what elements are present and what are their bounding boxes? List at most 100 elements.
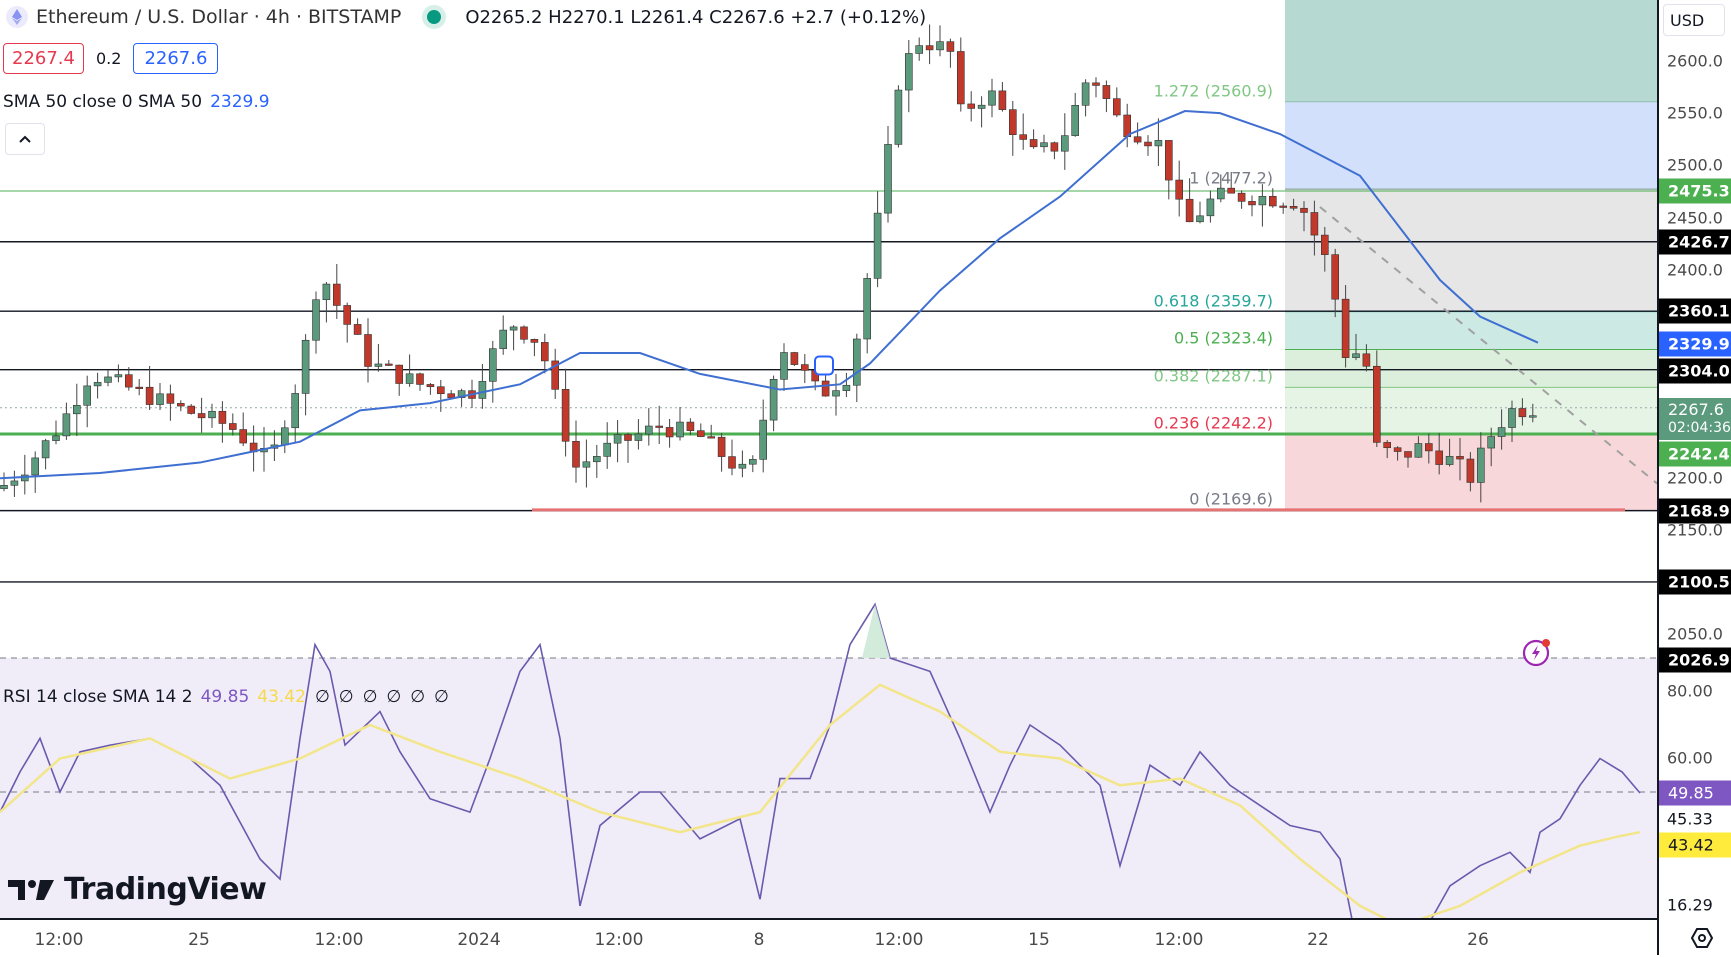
candle[interactable] xyxy=(332,283,341,306)
candle[interactable] xyxy=(842,384,851,391)
price-chart-canvas[interactable] xyxy=(0,0,1657,918)
candle[interactable] xyxy=(686,421,695,431)
candle[interactable] xyxy=(1414,443,1423,458)
candle[interactable] xyxy=(1404,451,1412,458)
candle[interactable] xyxy=(1435,450,1443,465)
candle[interactable] xyxy=(1289,206,1298,209)
candle[interactable] xyxy=(1529,415,1537,418)
candle[interactable] xyxy=(1165,140,1173,181)
sma-indicator-legend[interactable]: SMA 50 close 0 SMA 50 2329.9 xyxy=(3,92,270,112)
candle[interactable] xyxy=(561,389,570,442)
candle[interactable] xyxy=(1071,105,1079,136)
candle[interactable] xyxy=(1456,456,1464,460)
candle[interactable] xyxy=(301,339,310,394)
candle[interactable] xyxy=(145,386,154,405)
candle[interactable] xyxy=(1196,215,1204,223)
candle[interactable] xyxy=(229,423,237,430)
candle[interactable] xyxy=(832,390,840,397)
candle[interactable] xyxy=(717,436,726,457)
candle[interactable] xyxy=(1258,195,1267,206)
candle[interactable] xyxy=(478,381,487,399)
candle[interactable] xyxy=(10,480,19,486)
candle[interactable] xyxy=(707,436,716,439)
candle[interactable] xyxy=(1331,254,1339,300)
candle[interactable] xyxy=(291,393,300,429)
candle[interactable] xyxy=(925,45,934,51)
candle[interactable] xyxy=(125,374,133,388)
candle[interactable] xyxy=(1352,353,1360,358)
candle[interactable] xyxy=(884,144,892,214)
candle[interactable] xyxy=(780,352,788,380)
candle[interactable] xyxy=(322,283,331,301)
candle[interactable] xyxy=(748,459,757,465)
candle[interactable] xyxy=(312,299,320,341)
candle[interactable] xyxy=(1445,456,1454,465)
candle[interactable] xyxy=(447,393,456,398)
candle[interactable] xyxy=(540,342,549,362)
candle[interactable] xyxy=(613,434,622,444)
candle[interactable] xyxy=(873,212,882,279)
candle[interactable] xyxy=(166,393,175,404)
candle[interactable] xyxy=(1269,195,1277,207)
candle[interactable] xyxy=(1487,436,1495,449)
candle[interactable] xyxy=(41,440,50,459)
candle[interactable] xyxy=(936,41,944,51)
candle[interactable] xyxy=(863,278,872,340)
candle[interactable] xyxy=(1279,205,1287,208)
candle[interactable] xyxy=(915,45,924,54)
candle[interactable] xyxy=(738,463,747,469)
candle[interactable] xyxy=(1029,139,1038,148)
candle[interactable] xyxy=(135,386,143,389)
candle[interactable] xyxy=(1206,198,1215,217)
candle[interactable] xyxy=(416,373,424,385)
candle[interactable] xyxy=(374,363,383,367)
candle[interactable] xyxy=(62,413,71,437)
candle[interactable] xyxy=(676,421,684,438)
candle[interactable] xyxy=(208,410,216,419)
candle[interactable] xyxy=(1425,443,1433,452)
candle[interactable] xyxy=(1497,427,1506,437)
candle[interactable] xyxy=(1227,187,1235,194)
candle[interactable] xyxy=(83,385,91,406)
lightning-alert-icon[interactable] xyxy=(1522,637,1552,667)
candle[interactable] xyxy=(1019,134,1028,140)
candle[interactable] xyxy=(572,440,580,468)
currency-selector[interactable]: USD xyxy=(1663,4,1725,36)
time-axis[interactable]: 12:00 25 12:00 2024 12:00 8 12:00 15 12:00 22 26 xyxy=(0,918,1657,957)
candle[interactable] xyxy=(1466,458,1475,483)
candle[interactable] xyxy=(1477,447,1485,483)
candle[interactable] xyxy=(904,53,913,91)
candle[interactable] xyxy=(1310,212,1319,236)
candle[interactable] xyxy=(1508,408,1516,428)
candle[interactable] xyxy=(114,374,123,378)
symbol-title[interactable]: Ethereum / U.S. Dollar · 4h · BITSTAMP xyxy=(36,6,402,28)
candle[interactable] xyxy=(894,89,903,145)
candle[interactable] xyxy=(52,435,60,441)
candle[interactable] xyxy=(1040,142,1048,148)
candle[interactable] xyxy=(1341,298,1350,358)
candle[interactable] xyxy=(759,419,768,460)
candle[interactable] xyxy=(353,324,362,335)
chart-settings-button[interactable] xyxy=(1690,926,1714,955)
candle[interactable] xyxy=(457,390,466,398)
candle[interactable] xyxy=(93,382,102,387)
candle[interactable] xyxy=(1383,442,1391,449)
candle[interactable] xyxy=(104,376,112,383)
candle[interactable] xyxy=(988,90,996,106)
candle[interactable] xyxy=(177,403,185,407)
candle[interactable] xyxy=(0,485,8,489)
sell-price-button[interactable]: 2267.4 xyxy=(3,43,84,74)
candle[interactable] xyxy=(1154,140,1163,147)
candle[interactable] xyxy=(582,461,591,468)
candle[interactable] xyxy=(624,434,632,441)
candle[interactable] xyxy=(343,305,352,325)
candle[interactable] xyxy=(1133,136,1142,143)
candle[interactable] xyxy=(530,339,539,343)
candle[interactable] xyxy=(73,404,81,415)
candle[interactable] xyxy=(499,329,508,349)
candle[interactable] xyxy=(1050,142,1059,152)
candle[interactable] xyxy=(769,379,778,421)
candle[interactable] xyxy=(821,380,830,397)
candle[interactable] xyxy=(280,427,289,446)
candle[interactable] xyxy=(800,364,809,371)
